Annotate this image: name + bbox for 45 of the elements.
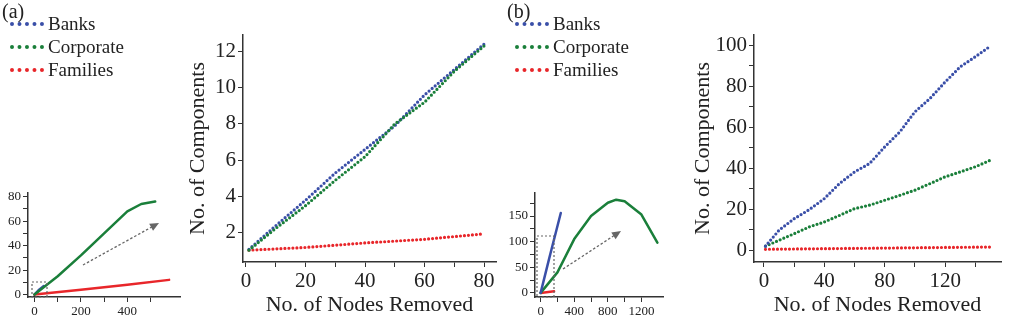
x-axis-title: No. of Nodes Removed <box>773 290 982 316</box>
y-tick-label: 150 <box>508 207 528 223</box>
y-tick-label: 12 <box>215 37 236 62</box>
x-tick-label: 0 <box>31 303 38 319</box>
y-tick-label: 10 <box>215 74 236 99</box>
chart-title: (b) <box>507 0 531 23</box>
y-tick-label: 60 <box>726 113 747 138</box>
y-axis-title: No. of Components <box>183 62 209 235</box>
y-tick-label: 100 <box>715 31 747 56</box>
x-tick-label: 20 <box>295 268 317 293</box>
legend-label: Families <box>553 58 619 81</box>
x-tick-label: 800 <box>598 303 618 319</box>
legend-label: Banks <box>48 12 96 35</box>
x-tick-label: 0 <box>537 303 544 319</box>
chart-title: (a) <box>2 0 25 23</box>
y-tick-label: 2 <box>225 219 236 244</box>
y-tick-label: 60 <box>8 212 21 228</box>
x-tick-label: 40 <box>354 268 376 293</box>
x-tick-label: 400 <box>117 303 138 319</box>
x-tick-label: 200 <box>71 303 91 319</box>
y-tick-label: 50 <box>515 258 528 274</box>
x-tick-label: 80 <box>473 268 495 293</box>
legend-label: Corporate <box>553 35 629 58</box>
y-tick-label: 40 <box>726 154 747 179</box>
y-tick-label: 40 <box>8 237 21 253</box>
x-tick-label: 40 <box>813 268 835 293</box>
legend-label: Banks <box>553 12 601 35</box>
y-tick-label: 20 <box>726 195 747 220</box>
y-tick-label: 0 <box>736 236 747 261</box>
x-tick-label: 120 <box>929 268 961 293</box>
y-tick-label: 8 <box>225 110 236 135</box>
y-tick-label: 6 <box>225 146 236 171</box>
legend-label: Families <box>48 58 114 81</box>
y-tick-label: 100 <box>508 233 528 249</box>
legend-label: Corporate <box>48 35 124 58</box>
x-tick-label: 400 <box>564 303 584 319</box>
x-tick-label: 0 <box>758 268 770 293</box>
x-tick-label: 60 <box>414 268 436 293</box>
y-axis-title: No. of Components <box>688 62 714 235</box>
y-tick-label: 80 <box>8 188 21 204</box>
x-tick-label: 1200 <box>628 303 655 319</box>
y-tick-label: 80 <box>726 72 747 97</box>
x-axis-title: No. of Nodes Removed <box>265 290 474 316</box>
x-tick-label: 80 <box>874 268 896 293</box>
y-tick-label: 4 <box>225 183 237 208</box>
